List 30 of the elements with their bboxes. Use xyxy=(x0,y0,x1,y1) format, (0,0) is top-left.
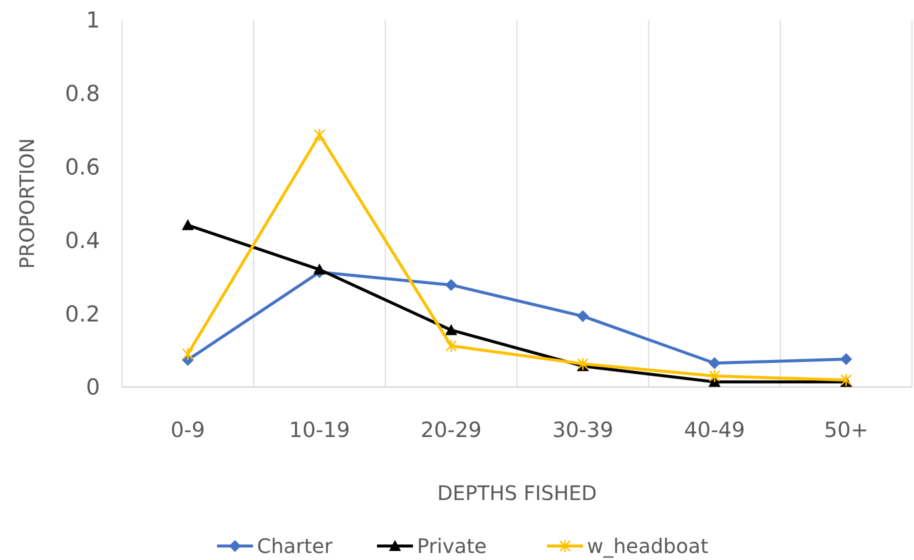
point xyxy=(840,373,852,387)
x-tick-label: 10-19 xyxy=(288,418,350,442)
point xyxy=(577,357,589,371)
y-tick-label: 0.2 xyxy=(65,302,100,328)
x-tick-label: 20-29 xyxy=(420,418,482,442)
y-tick-label: 0.8 xyxy=(65,82,100,108)
point xyxy=(840,353,852,366)
point xyxy=(445,324,458,336)
point xyxy=(314,128,326,142)
x-tick-label: 30-39 xyxy=(552,418,614,442)
point xyxy=(708,369,720,383)
point xyxy=(445,278,458,291)
point xyxy=(182,347,194,361)
y-tick-label: 1 xyxy=(86,8,100,34)
point xyxy=(182,219,194,230)
point xyxy=(708,357,720,370)
legend-label: Private xyxy=(417,534,487,558)
y-tick-label: 0.4 xyxy=(65,228,100,254)
x-tick-label: 50+ xyxy=(824,418,868,442)
y-tick-label: 0.6 xyxy=(65,156,100,180)
point xyxy=(314,264,326,275)
x-axis-title: DEPTHS FISHED xyxy=(437,481,597,505)
x-tick-label: 0-9 xyxy=(170,418,205,442)
y-tick-label: 0 xyxy=(86,376,100,401)
point xyxy=(445,339,457,353)
point xyxy=(576,310,589,322)
x-tick-label: 40-49 xyxy=(684,418,746,442)
legend-label: w_headboat xyxy=(587,534,708,558)
y-axis-title: PROPORTION xyxy=(15,138,39,269)
legend-label: Charter xyxy=(257,534,334,558)
